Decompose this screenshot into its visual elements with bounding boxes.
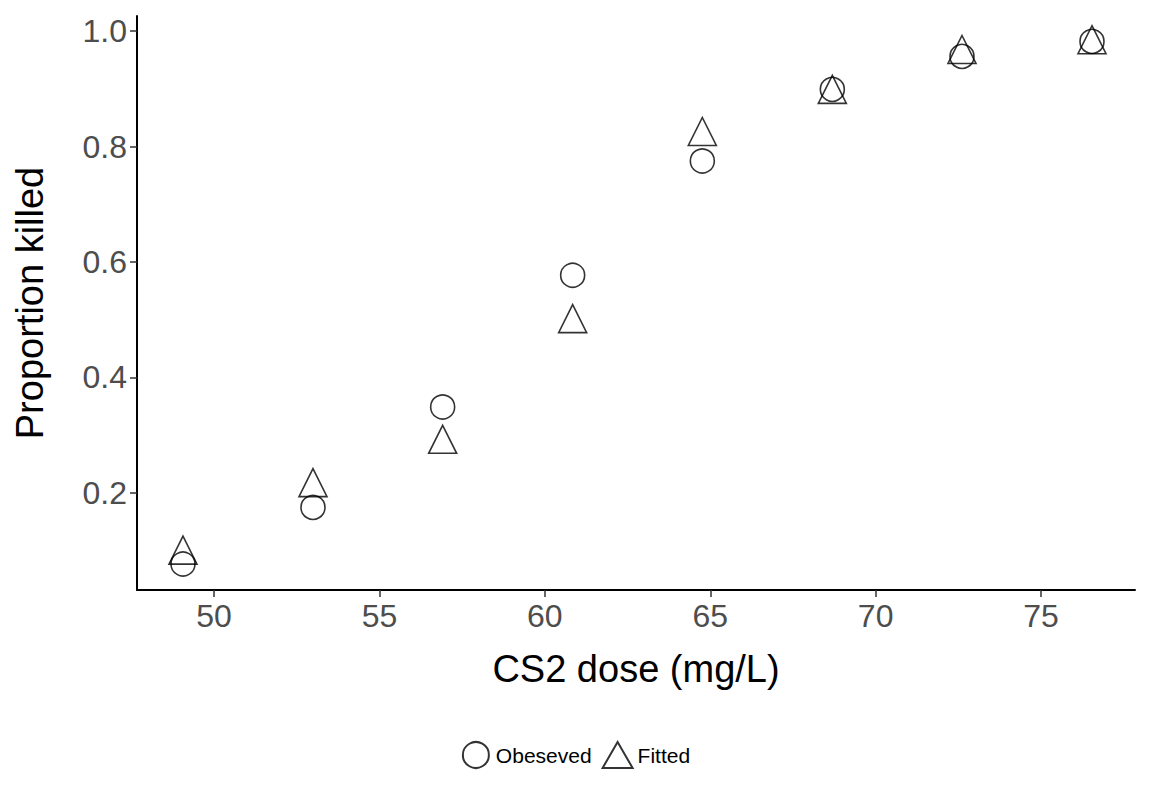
svg-text:Proportion killed: Proportion killed	[9, 167, 51, 439]
svg-text:0.2: 0.2	[83, 475, 127, 511]
svg-text:50: 50	[196, 598, 232, 634]
svg-text:Fitted: Fitted	[638, 744, 691, 767]
svg-text:1.0: 1.0	[83, 13, 127, 49]
svg-text:55: 55	[362, 598, 398, 634]
svg-text:65: 65	[692, 598, 728, 634]
svg-text:0.6: 0.6	[83, 244, 127, 280]
svg-text:CS2 dose (mg/L): CS2 dose (mg/L)	[492, 648, 779, 690]
svg-text:70: 70	[858, 598, 894, 634]
svg-text:0.4: 0.4	[83, 359, 127, 395]
svg-text:75: 75	[1023, 598, 1059, 634]
svg-text:Obeseved: Obeseved	[496, 744, 592, 767]
svg-text:60: 60	[527, 598, 563, 634]
svg-text:0.8: 0.8	[83, 129, 127, 165]
